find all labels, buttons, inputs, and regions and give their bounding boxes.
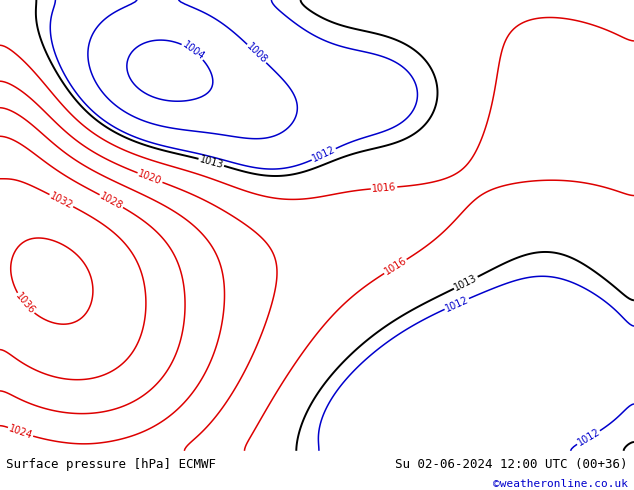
Text: 1020: 1020 (137, 169, 164, 187)
Text: 1016: 1016 (372, 182, 397, 194)
Text: 1024: 1024 (7, 423, 34, 441)
Text: 1012: 1012 (443, 294, 470, 314)
Text: Surface pressure [hPa] ECMWF: Surface pressure [hPa] ECMWF (6, 458, 216, 471)
Text: 1013: 1013 (453, 273, 479, 293)
Text: ©weatheronline.co.uk: ©weatheronline.co.uk (493, 479, 628, 489)
Text: 1012: 1012 (576, 427, 602, 448)
Text: 1028: 1028 (98, 191, 124, 211)
Text: 1016: 1016 (382, 256, 408, 277)
Text: 1032: 1032 (48, 191, 75, 211)
Text: 1036: 1036 (13, 291, 37, 317)
Text: Su 02-06-2024 12:00 UTC (00+36): Su 02-06-2024 12:00 UTC (00+36) (395, 458, 628, 471)
Text: 1008: 1008 (244, 42, 269, 66)
Text: 1012: 1012 (311, 145, 337, 164)
Text: 1004: 1004 (180, 40, 206, 62)
Text: 1013: 1013 (198, 154, 224, 171)
